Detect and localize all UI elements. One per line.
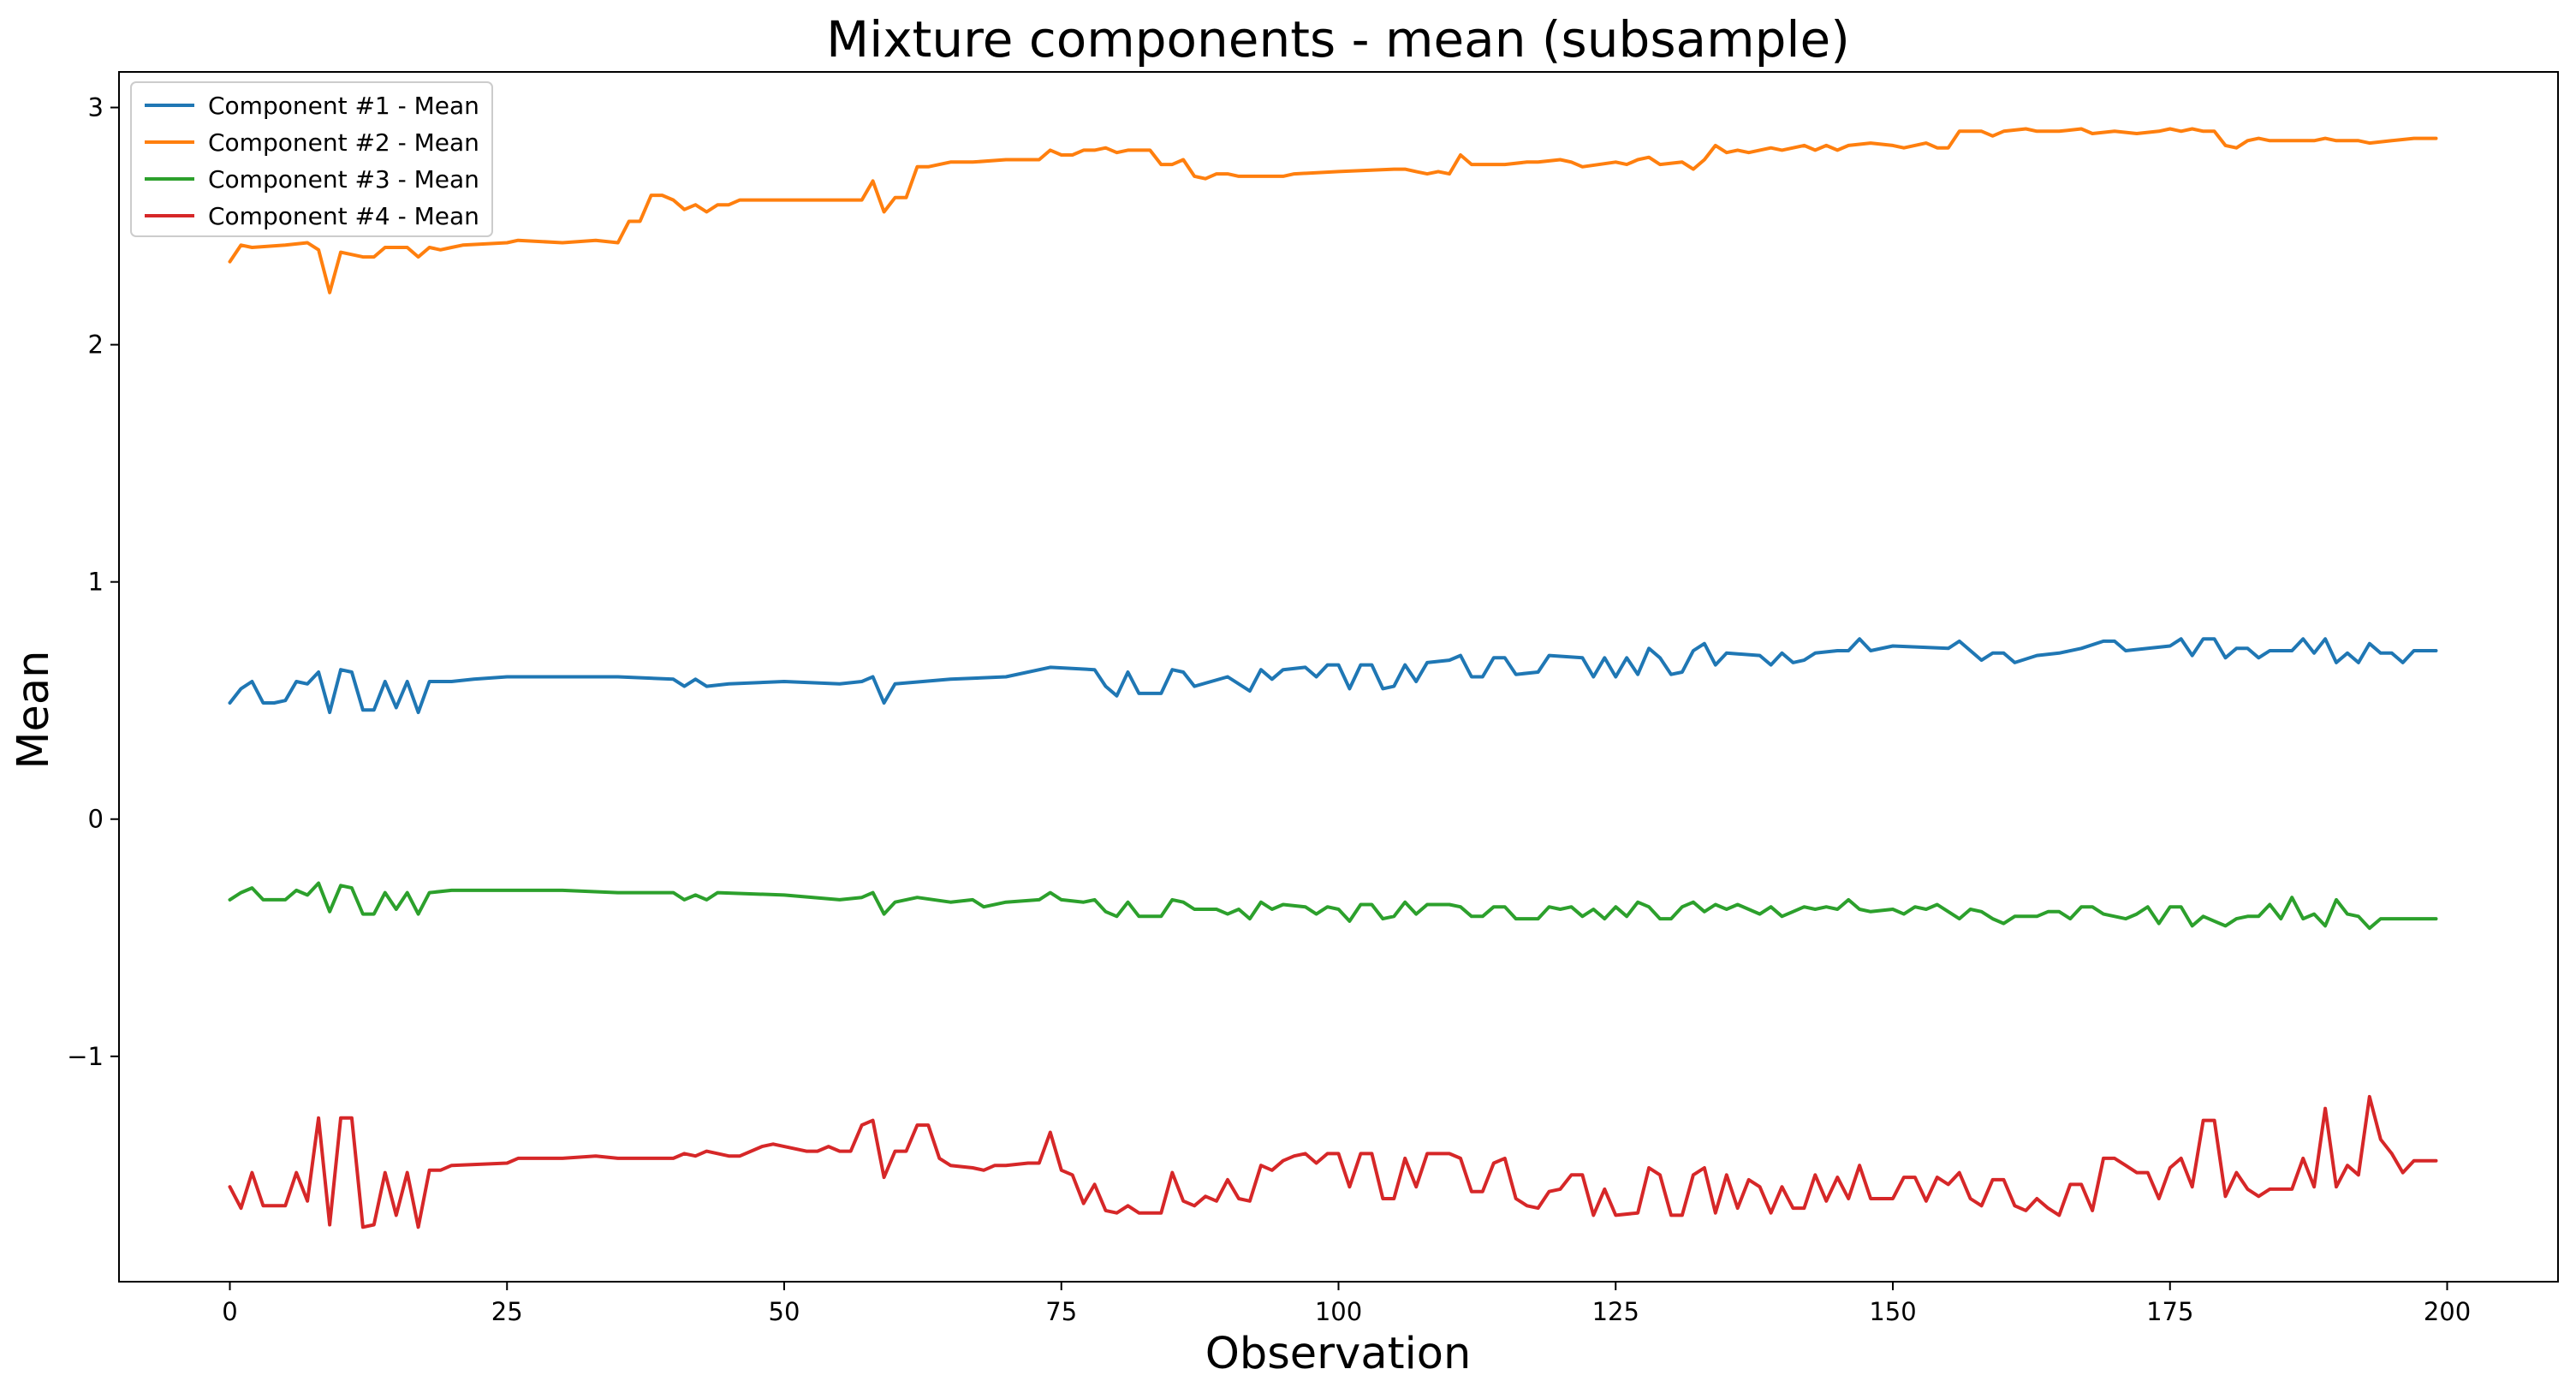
y-tick-label: 0 (88, 805, 104, 834)
chart-title: Mixture components - mean (subsample) (826, 10, 1850, 68)
x-tick-label: 150 (1869, 1297, 1916, 1326)
legend-label-component-2: Component #2 - Mean (208, 128, 479, 157)
x-axis-label: Observation (1205, 1329, 1472, 1379)
series-layer (228, 127, 2438, 1229)
x-tick-label: 0 (222, 1297, 237, 1326)
series-line-component-2 (228, 127, 2438, 295)
x-tick-label: 100 (1315, 1297, 1362, 1326)
x-tick-label: 125 (1592, 1297, 1639, 1326)
x-tick-label: 50 (769, 1297, 800, 1326)
legend-box (130, 81, 493, 237)
series-line-component-1 (228, 637, 2438, 715)
legend: Component #1 - Mean Component #2 - Mean Co… (130, 81, 493, 237)
x-tick-label: 75 (1045, 1297, 1077, 1326)
x-tick-label: 25 (491, 1297, 523, 1326)
y-tick-label: −1 (67, 1042, 104, 1071)
x-tick-label: 175 (2146, 1297, 2193, 1326)
y-tick-label: 3 (88, 93, 104, 122)
legend-label-component-3: Component #3 - Mean (208, 165, 479, 193)
legend-label-component-4: Component #4 - Mean (208, 202, 479, 230)
y-tick-label: 1 (88, 568, 104, 597)
series-line-component-3 (228, 881, 2438, 931)
x-tick-label: 200 (2424, 1297, 2471, 1326)
axes-layer: 0 25 50 75 100 125 150 175 200 −1 0 1 2 3 (67, 71, 2559, 1326)
series-line-component-4 (228, 1094, 2438, 1229)
y-axis-label: Mean (9, 651, 59, 770)
y-tick-label: 2 (88, 330, 104, 360)
legend-label-component-1: Component #1 - Mean (208, 92, 479, 120)
